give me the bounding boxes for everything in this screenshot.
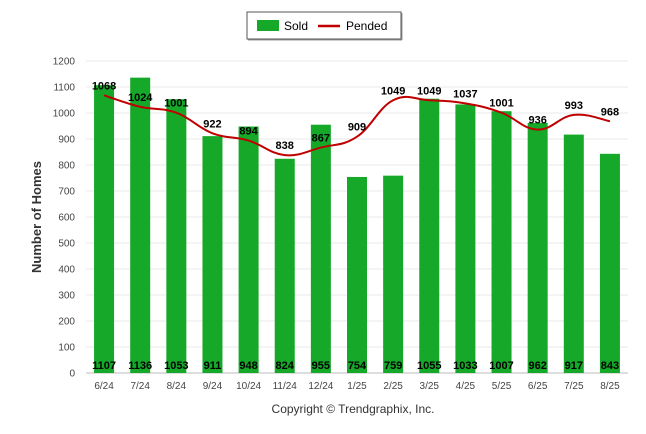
pended-line-path <box>103 94 611 157</box>
line-value-label: 838 <box>276 140 294 152</box>
line-value-label: 1024 <box>128 92 153 104</box>
line-value-labels: 1068 1024 1001 922 894 838 867 909 1049 1049 1037 1… <box>92 80 619 152</box>
x-tick-label: 7/25 <box>564 381 584 392</box>
line-value-label: 1001 <box>489 98 513 110</box>
bar-value-label: 911 <box>204 360 222 372</box>
bar-value-label: 759 <box>384 360 402 372</box>
bar-value-label: 754 <box>348 360 367 372</box>
bar-value-label: 843 <box>601 360 619 372</box>
x-tick-label: 12/24 <box>308 381 333 392</box>
bar-value-label: 1107 <box>92 360 116 372</box>
bar-value-label: 1136 <box>128 360 152 372</box>
y-tick-label: 300 <box>58 291 75 302</box>
bar <box>419 98 440 373</box>
line-value-label: 1001 <box>164 98 188 110</box>
x-tick-label: 7/24 <box>130 381 150 392</box>
bar <box>455 104 476 374</box>
line-value-label: 1049 <box>417 85 441 97</box>
line-value-label: 936 <box>528 115 546 127</box>
y-tick-label: 800 <box>58 161 75 172</box>
bar <box>166 99 187 373</box>
bar <box>238 126 259 374</box>
bar <box>563 134 584 373</box>
bar-value-label: 1033 <box>453 360 477 372</box>
bar-value-label: 962 <box>528 360 546 372</box>
bar <box>202 136 223 373</box>
bar <box>383 175 404 373</box>
y-tick-label: 100 <box>58 343 75 354</box>
bar-value-label: 917 <box>565 360 583 372</box>
x-tick-label: 5/25 <box>492 381 512 392</box>
bar <box>94 85 115 374</box>
bar <box>527 122 548 373</box>
bar-value-labels: 1107 1136 1053 911 948 824 955 754 759 1055 1033 10… <box>92 360 619 372</box>
legend-sold-swatch <box>257 20 279 31</box>
bar <box>310 124 331 373</box>
x-tick-label: 1/25 <box>347 381 367 392</box>
line-value-label: 1049 <box>381 85 405 97</box>
x-tick-label: 2/25 <box>383 381 403 392</box>
bar-value-label: 824 <box>276 360 295 372</box>
line-value-label: 894 <box>239 126 258 138</box>
y-tick-label: 1000 <box>53 109 76 120</box>
line-value-label: 867 <box>312 133 330 145</box>
y-tick-label: 900 <box>58 135 75 146</box>
bar-value-label: 1007 <box>489 360 513 372</box>
line-value-label: 968 <box>601 106 619 118</box>
bar <box>130 77 151 373</box>
x-tick-label: 9/24 <box>203 381 223 392</box>
y-tick-label: 200 <box>58 317 75 328</box>
copyright-text: Copyright © Trendgraphix, Inc. <box>272 402 435 416</box>
y-axis-ticks: 0 100 200 300 400 500 600 700 800 900 1000 1100 1200 <box>53 57 76 380</box>
bar <box>347 176 367 373</box>
bar <box>599 153 620 373</box>
bars <box>94 77 620 374</box>
x-tick-label: 6/24 <box>94 381 114 392</box>
line-value-label: 993 <box>565 100 583 112</box>
x-tick-label: 3/25 <box>420 381 440 392</box>
legend-sold-label: Sold <box>284 19 308 33</box>
bar-value-label: 1053 <box>164 360 188 372</box>
y-tick-label: 500 <box>58 239 75 250</box>
pended-line <box>103 94 611 157</box>
y-axis-title: Number of Homes <box>29 161 44 273</box>
y-tick-label: 1200 <box>53 57 76 68</box>
line-value-label: 922 <box>203 118 221 130</box>
y-tick-label: 0 <box>69 369 75 380</box>
bar-value-label: 1055 <box>417 360 441 372</box>
x-axis-ticks: 6/24 7/24 8/24 9/24 10/24 11/24 12/24 1/25 2/25 3… <box>94 381 620 392</box>
x-tick-label: 8/24 <box>167 381 187 392</box>
x-tick-label: 10/24 <box>236 381 261 392</box>
y-tick-label: 700 <box>58 187 75 198</box>
bar <box>274 158 295 373</box>
x-tick-label: 11/24 <box>273 381 298 392</box>
bar-value-label: 955 <box>312 360 330 372</box>
line-value-label: 1037 <box>453 88 477 100</box>
bar <box>491 111 512 374</box>
x-tick-label: 6/25 <box>528 381 548 392</box>
x-tick-label: 8/25 <box>600 381 620 392</box>
y-tick-label: 1100 <box>53 83 75 94</box>
y-tick-label: 400 <box>58 265 75 276</box>
x-tick-label: 4/25 <box>456 381 476 392</box>
y-tick-label: 600 <box>58 213 75 224</box>
bar-value-label: 948 <box>239 360 257 372</box>
legend: Sold Pended <box>246 11 403 41</box>
legend-pended-label: Pended <box>346 19 387 33</box>
line-value-label: 1068 <box>92 80 116 92</box>
line-value-label: 909 <box>348 122 366 134</box>
